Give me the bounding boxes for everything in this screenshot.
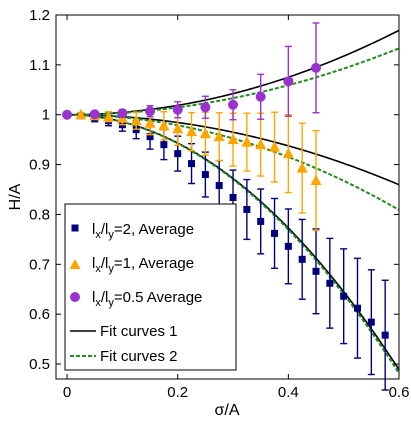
y-tick-label: 1.2 <box>29 7 50 24</box>
data-point-circle <box>228 99 239 110</box>
data-point-triangle <box>172 122 184 134</box>
data-point-triangle <box>103 110 115 122</box>
data-point-triangle <box>227 133 239 145</box>
data-point-triangle <box>296 162 308 173</box>
legend-item-4: Fit curves 1 <box>70 323 178 340</box>
data-point-circle <box>255 91 266 102</box>
data-point-circle <box>89 109 100 120</box>
data-point-square <box>284 242 292 250</box>
y-tick-label: 0.8 <box>29 206 50 223</box>
data-point-square <box>257 217 265 225</box>
legend-marker-triangle <box>69 259 81 269</box>
axis-ticks-group: 0 0.2 0.4 0.6 0.5 0.6 0.7 0.8 0.9 1 1.1 1.2 <box>29 7 409 401</box>
data-point-square <box>326 279 334 287</box>
data-point-square <box>201 171 209 179</box>
data-point-square <box>271 229 279 237</box>
y-axis-label: H/A <box>7 183 24 210</box>
legend-label-3: lx/ly=0.5 Average <box>92 289 202 309</box>
data-point-circle <box>145 106 156 117</box>
x-axis-label: σ/A <box>215 402 240 419</box>
data-point-square <box>146 133 154 141</box>
y-tick-label: 1 <box>42 107 50 124</box>
y-tick-label: 0.6 <box>29 306 50 323</box>
data-point-circle <box>200 102 211 113</box>
legend-item-1: lx/ly=2, Average <box>71 221 194 241</box>
x-tick-label: 0.2 <box>167 384 188 401</box>
data-points-group <box>62 22 389 391</box>
data-point-square <box>243 205 251 213</box>
legend-marker-square <box>71 224 79 232</box>
series-circle <box>62 22 322 121</box>
data-point-circle <box>172 104 183 115</box>
data-point-circle <box>62 109 73 120</box>
data-point-square <box>160 141 168 149</box>
data-point-triangle <box>269 141 281 152</box>
data-point-square <box>229 193 237 201</box>
x-tick-label: 0 <box>63 384 71 401</box>
data-point-circle <box>311 62 322 73</box>
data-point-square <box>298 255 306 263</box>
y-tick-label: 1.1 <box>29 57 50 74</box>
data-point-square <box>340 292 348 300</box>
data-point-square <box>215 182 223 190</box>
data-point-square <box>367 318 375 326</box>
data-point-square <box>354 304 362 312</box>
data-point-triangle <box>75 108 87 120</box>
y-tick-label: 0.7 <box>29 256 50 273</box>
y-tick-label: 0.5 <box>29 356 50 373</box>
legend-label-1: lx/ly=2, Average <box>92 221 194 241</box>
legend-item-5: Fit curves 2 <box>70 348 178 365</box>
data-point-triangle <box>282 147 294 159</box>
data-point-triangle <box>213 130 225 142</box>
data-point-triangle <box>158 119 170 131</box>
legend-marker-circle <box>70 292 80 302</box>
data-point-triangle <box>144 117 156 128</box>
data-point-square <box>381 331 389 339</box>
data-point-square <box>312 267 320 275</box>
y-tick-label: 0.9 <box>29 157 50 174</box>
data-point-triangle <box>241 136 253 147</box>
legend-item-2: lx/ly=1, Average <box>69 255 194 275</box>
data-point-circle <box>117 108 128 119</box>
data-point-circle <box>283 76 294 87</box>
data-point-square <box>188 160 196 168</box>
data-point-triangle <box>255 138 267 150</box>
legend-item-3: lx/ly=0.5 Average <box>70 289 202 309</box>
data-point-square <box>174 150 182 158</box>
plot-frame <box>55 14 400 380</box>
data-point-triangle <box>199 127 211 139</box>
data-point-triangle <box>130 114 142 126</box>
legend-label-2: lx/ly=1, Average <box>92 255 194 275</box>
data-point-triangle <box>186 125 198 137</box>
x-tick-label: 0.4 <box>278 384 299 401</box>
legend: lx/ly=2, Average lx/ly=1, Average lx/ly=… <box>64 203 237 371</box>
legend-label-4: Fit curves 1 <box>100 323 178 340</box>
legend-box <box>64 203 237 371</box>
x-tick-label: 0.6 <box>389 384 410 401</box>
legend-label-5: Fit curves 2 <box>100 348 178 365</box>
data-point-triangle <box>310 174 322 186</box>
